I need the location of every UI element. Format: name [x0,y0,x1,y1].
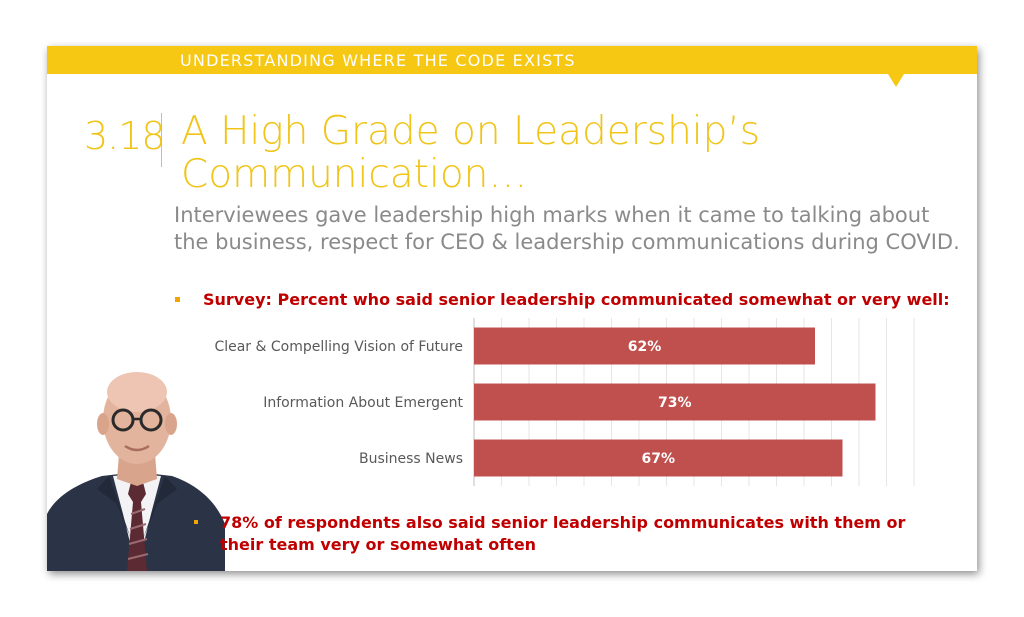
bar [474,439,843,477]
category-label: Clear & Compelling Vision of Future [214,339,463,355]
section-banner: UNDERSTANDING WHERE THE CODE EXISTS [47,46,977,74]
slide: UNDERSTANDING WHERE THE CODE EXISTS 3.18… [47,46,977,571]
bar [474,383,876,421]
category-label: Information About Emergent [263,395,463,411]
data-label: 73% [658,395,692,411]
category-label: Business News [359,451,463,467]
bullet-square-icon [175,297,180,302]
section-number: 3.18 [84,114,166,158]
leader-photo [47,364,225,571]
slide-subtitle: Interviewees gave leadership high marks … [174,203,960,254]
slide-title: A High Grade on Leadership’s Communicati… [181,109,761,197]
note-bullet-text: 78% of respondents also said senior lead… [220,513,906,554]
data-label: 62% [628,339,662,355]
data-label: 67% [641,451,675,467]
bullet-square-icon [194,520,198,524]
banner-title: UNDERSTANDING WHERE THE CODE EXISTS [180,51,576,70]
bar [474,327,815,365]
banner-triangle-icon [888,74,904,87]
title-divider [161,113,162,167]
survey-bullet-text: Survey: Percent who said senior leadersh… [203,290,950,309]
